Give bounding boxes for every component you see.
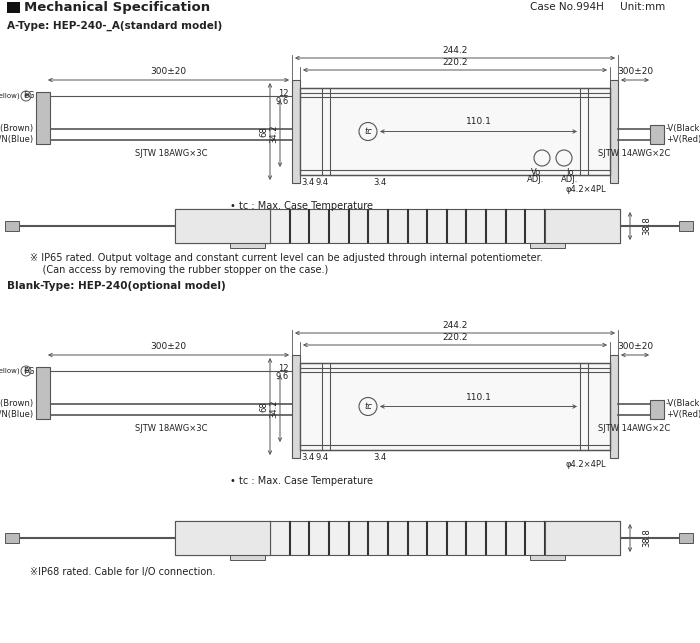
Text: tc: tc [364,402,372,411]
Text: ADJ.: ADJ. [561,175,579,184]
Bar [679,221,693,231]
Bar [300,363,610,450]
Text: SJTW 14AWG×2C: SJTW 14AWG×2C [598,149,670,158]
Text: +V(Red): +V(Red) [666,135,700,144]
Text: 3.4: 3.4 [302,178,314,187]
Text: 244.2: 244.2 [442,321,468,330]
Bar [650,399,664,419]
Text: -V(Black): -V(Black) [666,124,700,133]
Text: Blank-Type: HEP-240(optional model): Blank-Type: HEP-240(optional model) [7,281,225,291]
Bar [5,221,19,231]
Text: 9.4: 9.4 [316,453,328,462]
Text: 300±20: 300±20 [617,342,653,351]
Bar [610,80,618,183]
Text: Io: Io [566,168,574,177]
Bar [36,92,50,143]
Text: 110.1: 110.1 [466,392,491,401]
Bar [292,355,300,458]
Text: 3.4: 3.4 [373,178,386,187]
Bar [610,355,618,458]
Text: AC/N(Blue): AC/N(Blue) [0,410,34,419]
Text: (Green/Yellow): (Green/Yellow) [0,93,20,99]
Text: 34.2: 34.2 [269,124,278,143]
Text: 12: 12 [279,89,289,98]
Bar [36,367,50,419]
Bar [300,88,610,175]
Text: 38.8: 38.8 [642,529,651,547]
Bar [230,243,265,248]
Bar [679,533,693,543]
Text: -V(Black): -V(Black) [666,399,700,408]
Text: 220.2: 220.2 [442,333,468,342]
Bar [545,209,620,243]
Text: ⊕: ⊕ [23,93,29,99]
Text: φ4.2×4PL: φ4.2×4PL [565,460,606,469]
Text: 110.1: 110.1 [466,118,491,127]
Bar [7,2,20,13]
Bar [650,125,664,143]
Text: +V(Red): +V(Red) [666,410,700,419]
Text: 68: 68 [259,401,268,412]
Text: φ4.2×4PL: φ4.2×4PL [565,185,606,194]
Text: • tc : Max. Case Temperature: • tc : Max. Case Temperature [230,201,373,211]
Text: ※IP68 rated. Cable for I/O connection.: ※IP68 rated. Cable for I/O connection. [30,567,216,577]
Bar [175,209,270,243]
Text: ⊕: ⊕ [23,368,29,374]
Text: 300±20: 300±20 [617,67,653,76]
Text: (Green/Yellow): (Green/Yellow) [0,368,20,374]
Bar [530,243,565,248]
Text: 9.4: 9.4 [316,178,328,187]
Text: SJTW 18AWG×3C: SJTW 18AWG×3C [134,424,207,433]
Text: (Can access by removing the rubber stopper on the case.): (Can access by removing the rubber stopp… [30,265,328,275]
Bar [530,555,565,560]
Text: Mechanical Specification: Mechanical Specification [24,1,210,14]
Text: 68: 68 [259,126,268,137]
Text: FG: FG [22,91,34,100]
Text: A-Type: HEP-240-_A(standard model): A-Type: HEP-240-_A(standard model) [7,21,223,32]
Text: ADJ.: ADJ. [527,175,545,184]
Text: SJTW 18AWG×3C: SJTW 18AWG×3C [134,149,207,158]
Text: • tc : Max. Case Temperature: • tc : Max. Case Temperature [230,476,373,486]
Text: 300±20: 300±20 [150,67,187,76]
Text: tc: tc [364,127,372,136]
Text: 9.6: 9.6 [276,97,289,106]
Text: AC/L(Brown): AC/L(Brown) [0,399,34,408]
Text: 9.6: 9.6 [276,372,289,381]
Text: 3.4: 3.4 [302,453,314,462]
Text: ※ IP65 rated. Output voltage and constant current level can be adjusted through : ※ IP65 rated. Output voltage and constan… [30,253,542,263]
Bar [175,209,620,243]
Text: AC/N(Blue): AC/N(Blue) [0,135,34,144]
Bar [175,521,620,555]
Text: 12: 12 [279,364,289,373]
Text: SJTW 14AWG×2C: SJTW 14AWG×2C [598,424,670,433]
Text: FG: FG [22,367,34,376]
Text: AC/L(Brown): AC/L(Brown) [0,124,34,133]
Bar [230,555,265,560]
Text: 38.8: 38.8 [642,217,651,235]
Text: 300±20: 300±20 [150,342,187,351]
Text: Vo: Vo [531,168,541,177]
Text: 3.4: 3.4 [373,453,386,462]
Text: 244.2: 244.2 [442,46,468,55]
Text: 34.2: 34.2 [269,399,278,418]
Bar [175,521,270,555]
Text: 220.2: 220.2 [442,58,468,67]
Bar [292,80,300,183]
Bar [5,533,19,543]
Bar [545,521,620,555]
Text: Case No.994H     Unit:mm: Case No.994H Unit:mm [530,2,665,12]
